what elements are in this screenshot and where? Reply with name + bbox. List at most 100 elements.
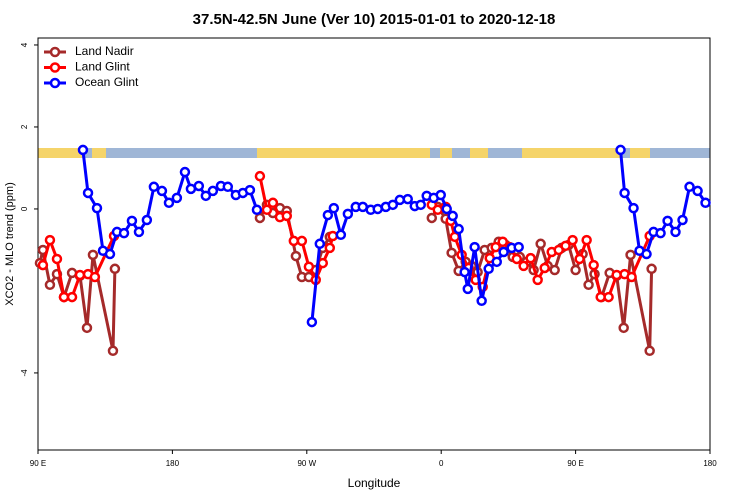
y-tick-label: 4 xyxy=(20,42,29,47)
point xyxy=(372,203,383,215)
point xyxy=(328,202,340,214)
point xyxy=(327,230,339,242)
point xyxy=(646,263,657,275)
point xyxy=(435,189,447,201)
point xyxy=(447,210,458,222)
legend-marker xyxy=(49,46,61,58)
point xyxy=(446,247,457,259)
point xyxy=(133,226,145,238)
point xyxy=(222,181,234,193)
point xyxy=(560,240,571,252)
point xyxy=(615,144,626,156)
legend-marker xyxy=(49,62,61,73)
point xyxy=(324,242,336,254)
point xyxy=(387,199,399,211)
point xyxy=(567,234,578,246)
point xyxy=(462,283,474,295)
point xyxy=(281,210,293,222)
point xyxy=(44,279,56,291)
point xyxy=(74,269,86,281)
point xyxy=(441,203,452,215)
legend-label: Land Nadir xyxy=(75,44,134,58)
point xyxy=(525,252,536,264)
point xyxy=(549,264,560,276)
point xyxy=(51,253,63,265)
point xyxy=(314,238,326,250)
point xyxy=(163,197,175,209)
x-tick-label: 180 xyxy=(166,459,180,468)
point xyxy=(342,208,354,220)
point xyxy=(118,227,130,239)
point xyxy=(306,316,318,328)
point xyxy=(141,214,153,226)
point xyxy=(261,204,273,216)
point xyxy=(81,322,93,334)
point xyxy=(179,166,191,178)
legend-label: Ocean Glint xyxy=(75,75,139,89)
point xyxy=(402,193,413,205)
point xyxy=(655,227,666,239)
point xyxy=(684,181,695,193)
point xyxy=(603,291,614,303)
point xyxy=(641,248,652,260)
point xyxy=(491,256,503,268)
point xyxy=(583,279,594,291)
point xyxy=(66,291,78,303)
x-tick-label: 90 E xyxy=(567,459,583,468)
point xyxy=(539,262,550,274)
x-tick-label: 90 W xyxy=(297,459,316,468)
point xyxy=(581,234,592,246)
y-tick-label: 2 xyxy=(20,124,29,129)
point xyxy=(511,253,523,265)
point xyxy=(498,246,509,258)
point xyxy=(288,235,300,247)
series-line xyxy=(38,201,654,352)
point xyxy=(518,260,529,272)
point xyxy=(254,212,266,224)
point xyxy=(535,238,546,250)
point xyxy=(574,253,585,265)
point xyxy=(453,223,464,235)
point xyxy=(476,295,487,307)
x-tick-label: 90 E xyxy=(30,459,46,468)
point xyxy=(109,263,121,275)
point xyxy=(37,259,49,271)
point xyxy=(82,187,94,199)
legend-marker xyxy=(49,77,61,89)
point xyxy=(87,249,99,261)
point xyxy=(625,249,636,261)
point xyxy=(415,199,426,211)
y-tick-label: -4 xyxy=(20,369,29,377)
point xyxy=(490,241,501,253)
point xyxy=(700,197,711,209)
point xyxy=(193,180,205,192)
y-axis-label: XCO2 - MLO trend (ppm) xyxy=(4,182,16,305)
x-axis-label: Longitude xyxy=(348,476,401,490)
point xyxy=(469,241,480,253)
point xyxy=(126,215,138,227)
point xyxy=(58,291,70,303)
point xyxy=(497,236,508,247)
point xyxy=(89,271,101,283)
legend-label: Land Glint xyxy=(75,60,130,74)
point xyxy=(290,250,302,262)
point xyxy=(335,229,347,241)
point xyxy=(148,181,160,193)
x-tick-label: 180 xyxy=(703,459,717,468)
point xyxy=(104,248,116,260)
point xyxy=(662,215,673,227)
point xyxy=(44,234,56,246)
point xyxy=(303,261,315,273)
point xyxy=(532,274,543,286)
point xyxy=(251,204,263,216)
point xyxy=(513,241,524,253)
plot-frame xyxy=(37,37,711,451)
point xyxy=(626,271,637,283)
point xyxy=(618,322,629,334)
point xyxy=(317,257,329,269)
y-tick-label: 0 xyxy=(20,206,29,211)
point xyxy=(77,144,89,156)
point xyxy=(322,209,334,221)
point xyxy=(171,192,183,204)
